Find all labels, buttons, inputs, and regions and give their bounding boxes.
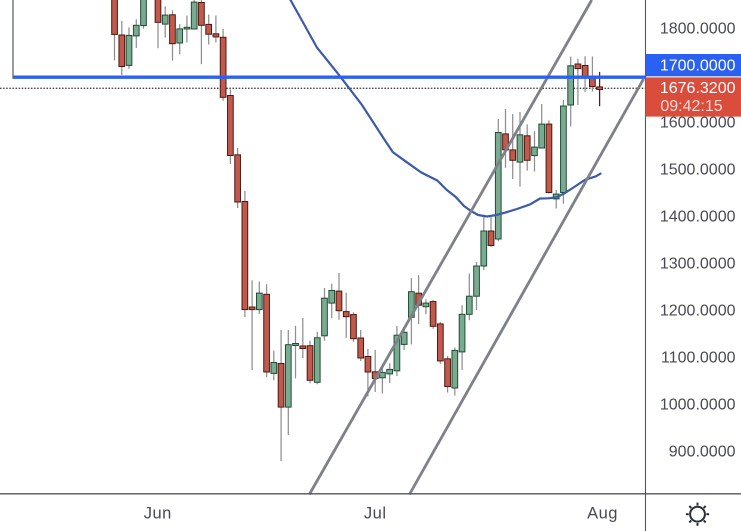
svg-text:Jul: Jul bbox=[364, 505, 387, 523]
svg-text:900.0000: 900.0000 bbox=[669, 444, 736, 461]
svg-text:1300.0000: 1300.0000 bbox=[660, 256, 736, 273]
svg-text:1500.0000: 1500.0000 bbox=[660, 162, 736, 179]
svg-text:1200.0000: 1200.0000 bbox=[660, 303, 736, 320]
svg-text:1800.0000: 1800.0000 bbox=[660, 21, 736, 38]
svg-text:1000.0000: 1000.0000 bbox=[660, 397, 736, 414]
svg-text:Jun: Jun bbox=[144, 505, 172, 523]
svg-text:Aug: Aug bbox=[587, 505, 618, 523]
svg-text:1100.0000: 1100.0000 bbox=[661, 350, 736, 367]
svg-text:1676.3200: 1676.3200 bbox=[660, 80, 736, 97]
svg-text:1700.0000: 1700.0000 bbox=[660, 57, 736, 74]
svg-text:1400.0000: 1400.0000 bbox=[660, 209, 736, 226]
svg-text:09:42:15: 09:42:15 bbox=[660, 98, 722, 115]
svg-text:1600.0000: 1600.0000 bbox=[660, 115, 736, 132]
